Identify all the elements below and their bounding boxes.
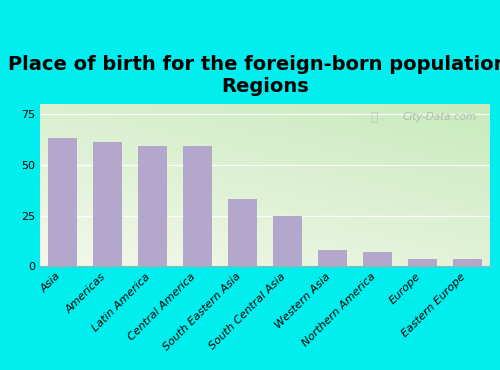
Title: Place of birth for the foreign-born population -
Regions: Place of birth for the foreign-born popu… [8,56,500,97]
Bar [273,215,302,266]
Bar [453,259,482,266]
Text: City-Data.com: City-Data.com [402,112,476,122]
Bar [228,199,257,266]
Bar [183,146,212,266]
Bar [408,259,437,266]
Bar [138,146,167,266]
Bar [93,142,122,266]
Bar [318,250,347,266]
Bar [48,138,77,266]
Bar [363,252,392,266]
Text: ⓘ: ⓘ [370,111,378,124]
